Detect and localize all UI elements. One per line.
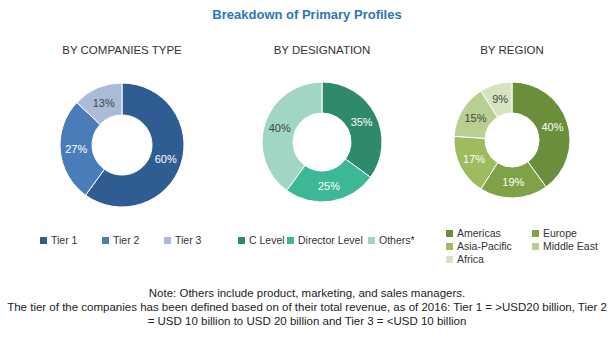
legend-swatch — [287, 237, 294, 244]
slices — [60, 83, 184, 207]
legend-swatch — [446, 256, 453, 263]
legend: C Level Director Level Others* — [238, 234, 415, 246]
legend-label: Tier 3 — [175, 234, 202, 246]
data-labels: 35% 25% 40% — [269, 116, 373, 192]
legend-label: Europe — [543, 227, 577, 239]
legend-label: Tier 2 — [113, 234, 140, 246]
chart-title: BY REGION — [480, 44, 544, 56]
data-label: 9% — [492, 93, 508, 105]
legend-swatch — [40, 237, 47, 244]
data-label: 40% — [541, 121, 563, 133]
legend-label: Others* — [379, 234, 415, 246]
legend-label: Asia-Pacific — [457, 240, 512, 252]
slice — [454, 136, 498, 189]
legend-label: C Level — [249, 234, 285, 246]
data-label: 25% — [318, 180, 340, 192]
main-title: Breakdown of Primary Profiles — [212, 7, 401, 22]
data-label: 17% — [463, 153, 485, 165]
slice — [77, 83, 122, 124]
note: Note: Others include product, marketing,… — [4, 286, 610, 300]
chart-title: BY DESIGNATION — [274, 44, 371, 56]
data-label: 13% — [93, 97, 115, 109]
slice — [262, 82, 322, 191]
data-label: 60% — [155, 153, 177, 165]
legend-swatch — [446, 243, 453, 250]
legend-swatch — [102, 237, 109, 244]
data-label: 40% — [269, 122, 291, 134]
legend-swatch — [532, 243, 539, 250]
legend-swatch — [164, 237, 171, 244]
data-label: 27% — [65, 143, 87, 155]
legend-swatch — [446, 230, 453, 237]
legend-label: Tier 1 — [51, 234, 78, 246]
legend-label: Director Level — [298, 234, 363, 246]
legend-label: Americas — [457, 227, 501, 239]
donut-chart: BY DESIGNATION 35% 25% 40% C Level Director L… — [238, 44, 415, 246]
legend: Americas Europe Asia-Pacific Middle East Afr… — [446, 227, 598, 265]
data-label: 15% — [464, 112, 486, 124]
legend-swatch — [532, 230, 539, 237]
data-labels: 60% 27% 13% — [65, 97, 177, 165]
slice — [86, 83, 184, 207]
data-label: 19% — [502, 176, 524, 188]
legend-label: Middle East — [543, 240, 598, 252]
notes: Note: Others include product, marketing,… — [4, 286, 610, 328]
data-labels: 40% 19% 17% 15% 9% — [463, 93, 564, 188]
donut-chart: BY COMPANIES TYPE60%27%13%Tier 1Tier 2Ti… — [40, 44, 202, 246]
legend: Tier 1 Tier 2 Tier 3 — [40, 234, 202, 246]
legend-label: Africa — [457, 253, 484, 265]
legend-swatch — [368, 237, 375, 244]
slices — [262, 82, 382, 202]
slice — [322, 82, 382, 177]
note: The tier of the companies has been defin… — [4, 300, 610, 328]
donut-chart: BY REGION 40% 19% 17% 15% 9% Americas Europe Asi… — [446, 44, 598, 265]
slices — [454, 82, 570, 198]
data-label: 35% — [351, 116, 373, 128]
legend-swatch — [238, 237, 245, 244]
chart-title: BY COMPANIES TYPE — [62, 44, 182, 56]
